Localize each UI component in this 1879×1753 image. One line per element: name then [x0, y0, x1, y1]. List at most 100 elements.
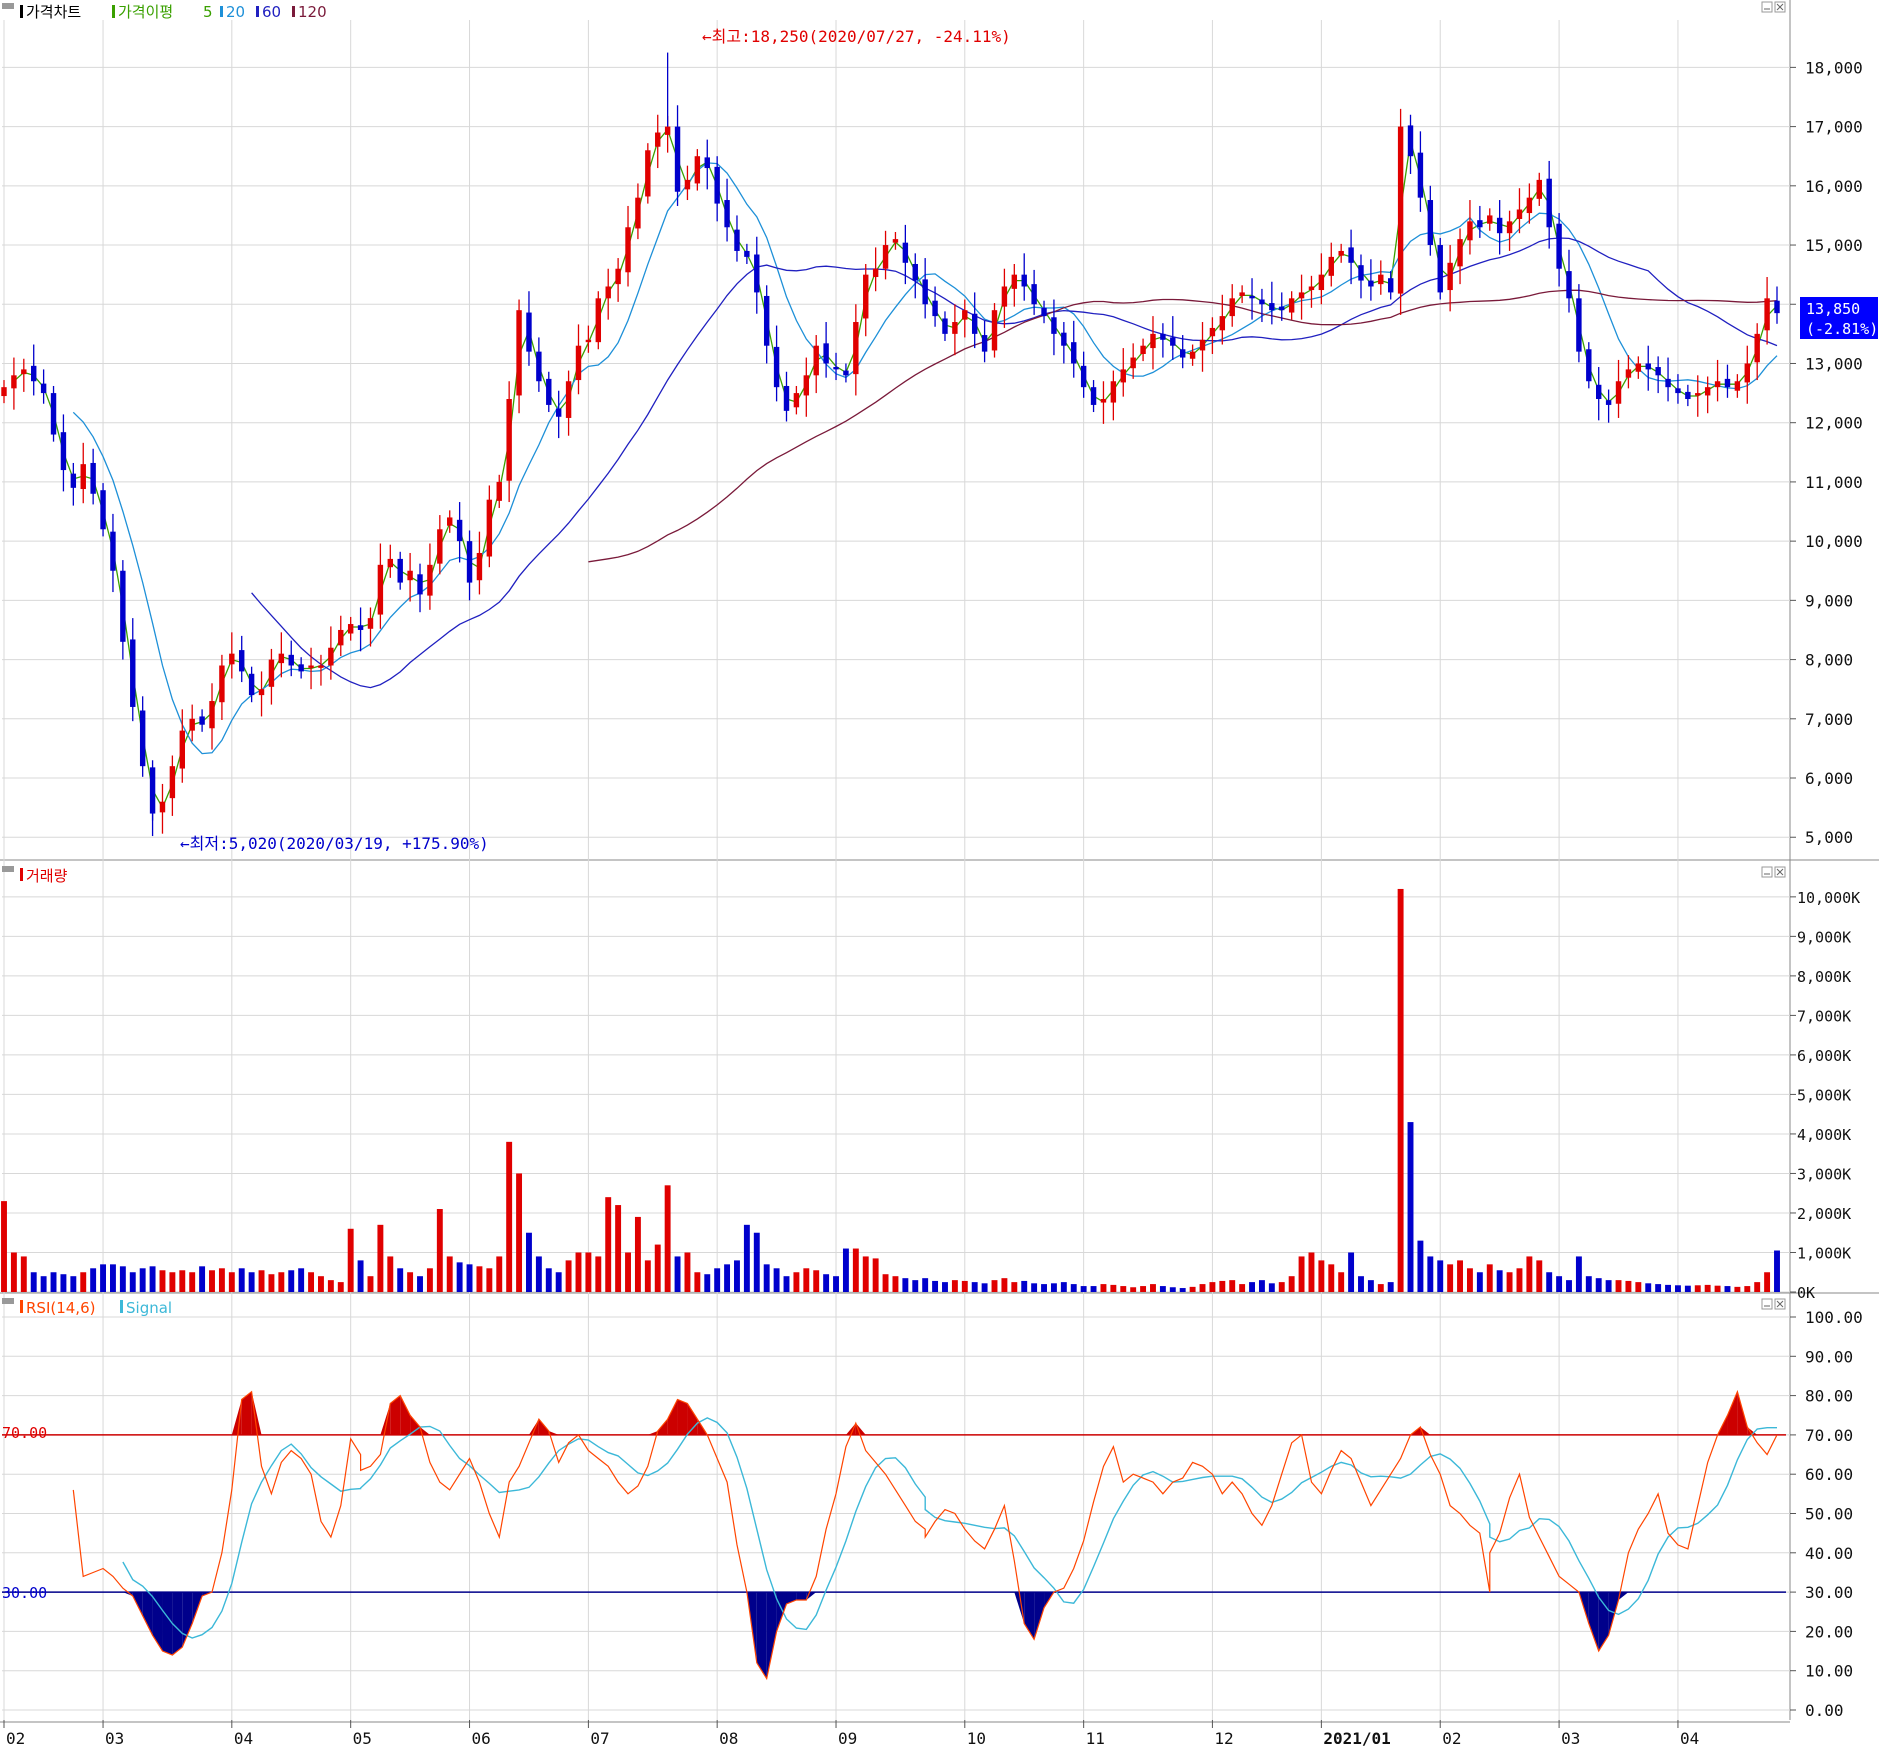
- volume-bar: [813, 1270, 820, 1292]
- volume-bar: [228, 1272, 235, 1292]
- candle-body: [367, 618, 374, 629]
- rsi-upper-level-label: 70.00: [2, 1424, 47, 1442]
- x-axis-month-label: 03: [1561, 1729, 1580, 1748]
- volume-bar: [248, 1272, 255, 1292]
- candle-body: [1110, 381, 1117, 403]
- candle-body: [853, 322, 859, 375]
- candle-body: [1546, 178, 1552, 228]
- price-tick-label: 16,000: [1805, 177, 1863, 196]
- candle: [1140, 338, 1146, 362]
- price-panel-controls[interactable]: [1761, 1, 1786, 13]
- candle-body: [843, 370, 849, 376]
- volume-bar: [1021, 1280, 1028, 1292]
- candle-body: [1675, 388, 1681, 394]
- volume-bar: [1278, 1282, 1285, 1292]
- rsi-panel-controls[interactable]: [1761, 1298, 1786, 1310]
- volume-bar: [1070, 1284, 1077, 1292]
- candle: [1021, 253, 1027, 301]
- candle: [1051, 299, 1057, 356]
- x-axis-month-label: 02: [6, 1729, 25, 1748]
- candle: [823, 322, 829, 378]
- candle-body: [1179, 349, 1186, 358]
- volume-bar: [1100, 1284, 1107, 1292]
- legend-ma-label: 가격이평: [118, 3, 173, 21]
- candle-body: [1437, 245, 1443, 293]
- volume-legend[interactable]: 거래량: [2, 866, 68, 885]
- candle: [1229, 284, 1235, 327]
- minimize-icon[interactable]: [1761, 866, 1773, 878]
- candle-body: [863, 274, 869, 319]
- candle: [1645, 345, 1651, 391]
- volume-bar: [1655, 1284, 1662, 1292]
- panel-handle-icon[interactable]: [2, 866, 14, 872]
- candle-body: [447, 517, 453, 526]
- candle-body: [298, 664, 304, 672]
- candle-body: [40, 383, 47, 394]
- candle-body: [833, 367, 839, 370]
- rsi-oversold-fill: [766, 1592, 777, 1679]
- volume-bar: [258, 1270, 265, 1292]
- volume-bar: [1546, 1272, 1553, 1292]
- rsi-overbought-fill: [400, 1395, 411, 1435]
- candle: [248, 666, 255, 703]
- volume-bar: [327, 1280, 334, 1292]
- candle-body: [912, 263, 918, 281]
- candle-body: [1447, 262, 1453, 291]
- candle-body: [1071, 342, 1077, 364]
- panel-handle-icon[interactable]: [2, 1298, 14, 1304]
- volume-bar: [100, 1264, 107, 1292]
- candle: [1189, 344, 1196, 366]
- candle-body: [1714, 381, 1721, 388]
- candle: [1714, 359, 1721, 402]
- volume-bar: [199, 1266, 206, 1292]
- candle: [189, 704, 195, 742]
- candle: [60, 414, 67, 492]
- candle: [1001, 268, 1008, 328]
- volume-tick-label: 9,000K: [1797, 928, 1851, 946]
- candle: [1348, 229, 1354, 285]
- rsi-overbought-fill: [390, 1395, 401, 1435]
- volume-bar: [664, 1185, 671, 1292]
- candle: [565, 370, 572, 436]
- candle-body: [130, 639, 136, 707]
- candle-body: [1298, 292, 1305, 299]
- panel-handle-icon[interactable]: [2, 3, 14, 9]
- volume-panel-controls[interactable]: [1761, 866, 1786, 878]
- candle: [476, 531, 483, 595]
- volume-bar: [218, 1268, 225, 1292]
- minimize-icon[interactable]: [1761, 1298, 1773, 1310]
- volume-bar: [1496, 1270, 1503, 1292]
- candle: [1734, 374, 1741, 398]
- candle-body: [595, 298, 602, 343]
- candle: [704, 139, 710, 190]
- candle-body: [80, 464, 86, 490]
- rsi-legend[interactable]: RSI(14,6) Signal: [2, 1298, 172, 1317]
- candle-body: [902, 242, 909, 263]
- price-legend[interactable]: 가격차트 가격이평 5 20 60 120: [2, 3, 327, 21]
- candle: [278, 632, 285, 678]
- rsi-line: [72, 1389, 1778, 1681]
- rsi-oversold-fill: [1014, 1592, 1025, 1624]
- legend-rsi: RSI(14,6): [26, 1299, 95, 1317]
- volume-bar: [80, 1272, 87, 1292]
- volume-bar: [189, 1272, 196, 1292]
- rsi-oversold-fill: [182, 1592, 193, 1648]
- minimize-icon[interactable]: [1761, 1, 1773, 13]
- volume-bar: [10, 1252, 17, 1292]
- candle: [130, 618, 136, 722]
- candle-body: [1378, 274, 1384, 285]
- candlestick-layer: [1, 52, 1780, 837]
- rsi-overbought-fill: [1727, 1391, 1738, 1435]
- volume-bar: [1080, 1286, 1087, 1292]
- candle: [1279, 292, 1285, 321]
- candle-body: [516, 310, 522, 396]
- candle-body: [1120, 369, 1126, 383]
- candle: [1100, 381, 1107, 424]
- volume-bar: [1665, 1284, 1671, 1292]
- volume-bar: [1229, 1280, 1236, 1292]
- volume-bar: [337, 1282, 344, 1292]
- candle: [734, 215, 740, 262]
- candle: [347, 616, 354, 641]
- volume-bar: [1407, 1122, 1414, 1292]
- candle-body: [1, 387, 7, 397]
